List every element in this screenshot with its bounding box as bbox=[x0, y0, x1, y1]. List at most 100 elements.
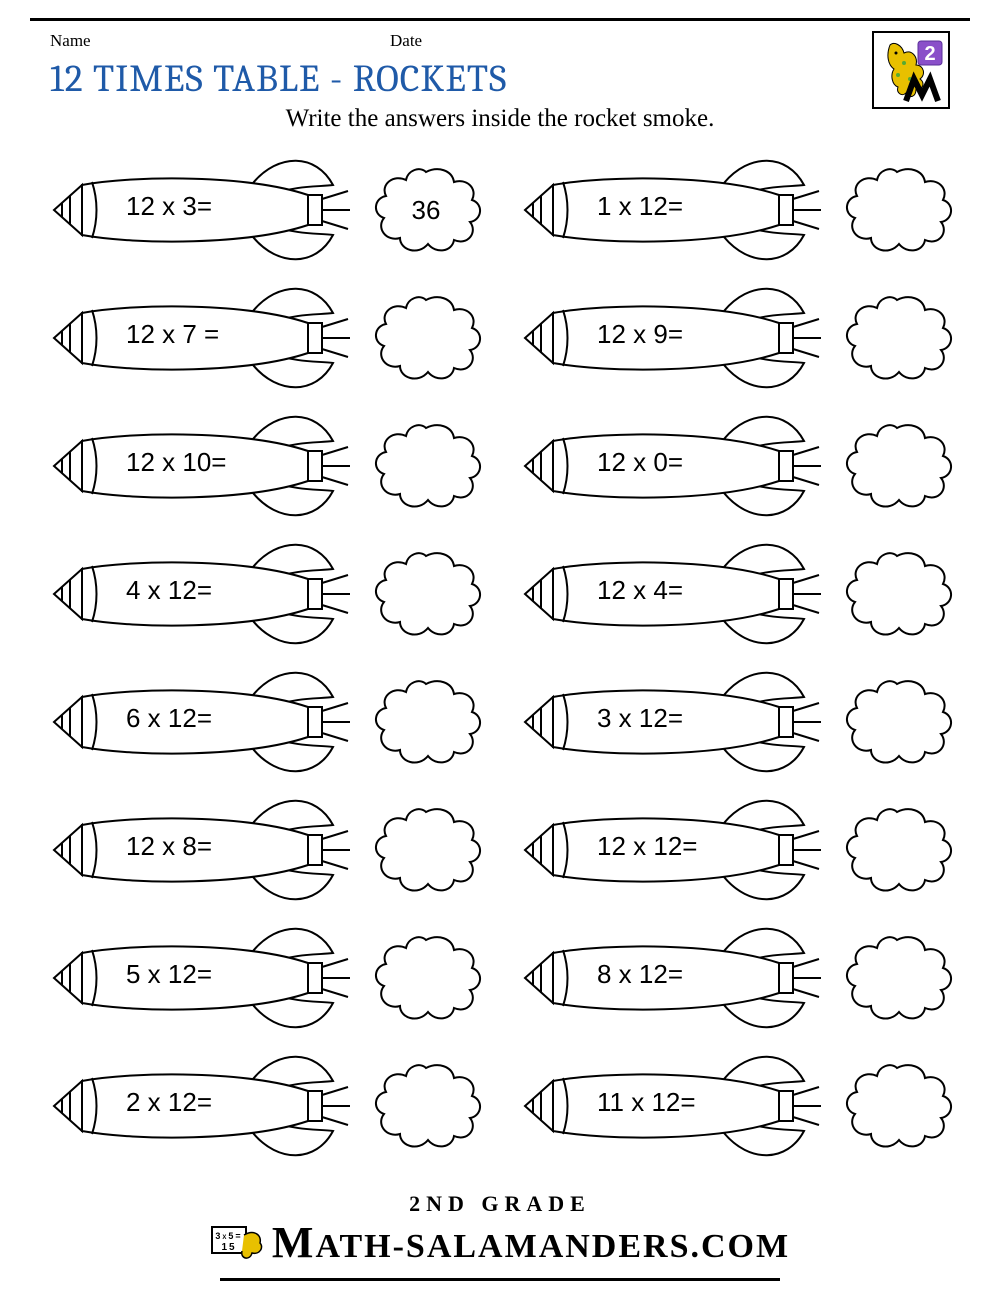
problem-text: 6 x 12= bbox=[126, 703, 276, 734]
problem-row: 6 x 12= bbox=[48, 667, 489, 777]
answer-cloud[interactable] bbox=[366, 928, 486, 1028]
rocket-icon: 11 x 12= bbox=[519, 1051, 829, 1161]
footer-logo-icon: 3x5= 15 bbox=[210, 1225, 266, 1274]
problem-row: 12 x 12= bbox=[519, 795, 960, 905]
problem-text: 12 x 0= bbox=[597, 447, 747, 478]
footer-m: M bbox=[272, 1218, 316, 1267]
problem-text: 2 x 12= bbox=[126, 1087, 276, 1118]
problem-grid: 12 x 3= 36 1 x 12= 12 x 7 = 12 x 9= 12 x 10= 1… bbox=[48, 155, 960, 1161]
problem-text: 12 x 10= bbox=[126, 447, 276, 478]
header-labels: Name Date bbox=[50, 31, 950, 51]
problem-text: 1 x 12= bbox=[597, 191, 747, 222]
answer-cloud[interactable] bbox=[366, 416, 486, 516]
problem-row: 8 x 12= bbox=[519, 923, 960, 1033]
footer-rest: ATH-SALAMANDERS.COM bbox=[315, 1228, 790, 1265]
rocket-icon: 12 x 8= bbox=[48, 795, 358, 905]
problem-text: 5 x 12= bbox=[126, 959, 276, 990]
rocket-icon: 2 x 12= bbox=[48, 1051, 358, 1161]
problem-row: 12 x 10= bbox=[48, 411, 489, 521]
answer-text bbox=[366, 1056, 486, 1156]
problem-row: 4 x 12= bbox=[48, 539, 489, 649]
problem-row: 3 x 12= bbox=[519, 667, 960, 777]
answer-text: 36 bbox=[366, 160, 486, 260]
answer-text bbox=[837, 160, 957, 260]
answer-text bbox=[366, 672, 486, 772]
problem-text: 12 x 4= bbox=[597, 575, 747, 606]
answer-cloud[interactable] bbox=[366, 544, 486, 644]
answer-text bbox=[837, 928, 957, 1028]
svg-text:3x5=: 3x5= bbox=[215, 1231, 242, 1241]
rocket-icon: 12 x 0= bbox=[519, 411, 829, 521]
rocket-icon: 12 x 9= bbox=[519, 283, 829, 393]
rocket-icon: 12 x 12= bbox=[519, 795, 829, 905]
answer-cloud[interactable] bbox=[837, 1056, 957, 1156]
name-label: Name bbox=[50, 31, 390, 51]
rocket-icon: 12 x 10= bbox=[48, 411, 358, 521]
answer-text bbox=[837, 544, 957, 644]
answer-cloud[interactable]: 36 bbox=[366, 160, 486, 260]
footer-grade: 2ND GRADE bbox=[0, 1191, 1000, 1217]
problem-text: 12 x 8= bbox=[126, 831, 276, 862]
rocket-icon: 5 x 12= bbox=[48, 923, 358, 1033]
problem-row: 12 x 7 = bbox=[48, 283, 489, 393]
answer-text bbox=[366, 928, 486, 1028]
rocket-icon: 12 x 7 = bbox=[48, 283, 358, 393]
problem-text: 12 x 12= bbox=[597, 831, 747, 862]
problem-text: 8 x 12= bbox=[597, 959, 747, 990]
answer-text bbox=[837, 1056, 957, 1156]
answer-text bbox=[366, 416, 486, 516]
rocket-icon: 8 x 12= bbox=[519, 923, 829, 1033]
problem-text: 4 x 12= bbox=[126, 575, 276, 606]
answer-cloud[interactable] bbox=[837, 416, 957, 516]
problem-row: 12 x 3= 36 bbox=[48, 155, 489, 265]
problem-row: 12 x 0= bbox=[519, 411, 960, 521]
answer-cloud[interactable] bbox=[366, 1056, 486, 1156]
problem-text: 12 x 9= bbox=[597, 319, 747, 350]
top-rule bbox=[30, 18, 970, 21]
answer-text bbox=[837, 672, 957, 772]
footer-site: 3x5= 15 MATH-SALAMANDERS.COM bbox=[210, 1217, 790, 1274]
answer-text bbox=[837, 800, 957, 900]
answer-cloud[interactable] bbox=[837, 800, 957, 900]
problem-row: 12 x 9= bbox=[519, 283, 960, 393]
title-row: 12 TIMES TABLE - ROCKETS 2 bbox=[50, 57, 950, 101]
grade-logo: 2 bbox=[872, 31, 950, 109]
rocket-icon: 12 x 3= bbox=[48, 155, 358, 265]
problem-text: 3 x 12= bbox=[597, 703, 747, 734]
answer-text bbox=[366, 544, 486, 644]
problem-row: 12 x 8= bbox=[48, 795, 489, 905]
answer-text bbox=[837, 416, 957, 516]
answer-cloud[interactable] bbox=[837, 544, 957, 644]
rocket-icon: 12 x 4= bbox=[519, 539, 829, 649]
worksheet-page: Name Date 12 TIMES TABLE - ROCKETS 2 Wri… bbox=[0, 18, 1000, 1281]
answer-cloud[interactable] bbox=[366, 800, 486, 900]
answer-cloud[interactable] bbox=[366, 672, 486, 772]
answer-text bbox=[837, 288, 957, 388]
answer-text bbox=[366, 800, 486, 900]
problem-row: 2 x 12= bbox=[48, 1051, 489, 1161]
answer-cloud[interactable] bbox=[366, 288, 486, 388]
answer-text bbox=[366, 288, 486, 388]
date-label: Date bbox=[390, 31, 950, 51]
problem-text: 12 x 3= bbox=[126, 191, 276, 222]
problem-text: 12 x 7 = bbox=[126, 319, 276, 350]
rocket-icon: 6 x 12= bbox=[48, 667, 358, 777]
problem-text: 11 x 12= bbox=[597, 1087, 747, 1118]
problem-row: 12 x 4= bbox=[519, 539, 960, 649]
rocket-icon: 4 x 12= bbox=[48, 539, 358, 649]
rocket-icon: 3 x 12= bbox=[519, 667, 829, 777]
footer-underline bbox=[220, 1278, 780, 1281]
instruction-text: Write the answers inside the rocket smok… bbox=[0, 105, 1000, 133]
problem-row: 11 x 12= bbox=[519, 1051, 960, 1161]
grade-number: 2 bbox=[924, 43, 935, 65]
answer-cloud[interactable] bbox=[837, 160, 957, 260]
answer-cloud[interactable] bbox=[837, 928, 957, 1028]
page-title: 12 TIMES TABLE - ROCKETS bbox=[50, 57, 507, 101]
answer-cloud[interactable] bbox=[837, 672, 957, 772]
rocket-icon: 1 x 12= bbox=[519, 155, 829, 265]
problem-row: 1 x 12= bbox=[519, 155, 960, 265]
problem-row: 5 x 12= bbox=[48, 923, 489, 1033]
svg-text:15: 15 bbox=[221, 1242, 236, 1253]
footer: 2ND GRADE 3x5= 15 MATH-SALAMANDERS.COM bbox=[0, 1191, 1000, 1281]
answer-cloud[interactable] bbox=[837, 288, 957, 388]
